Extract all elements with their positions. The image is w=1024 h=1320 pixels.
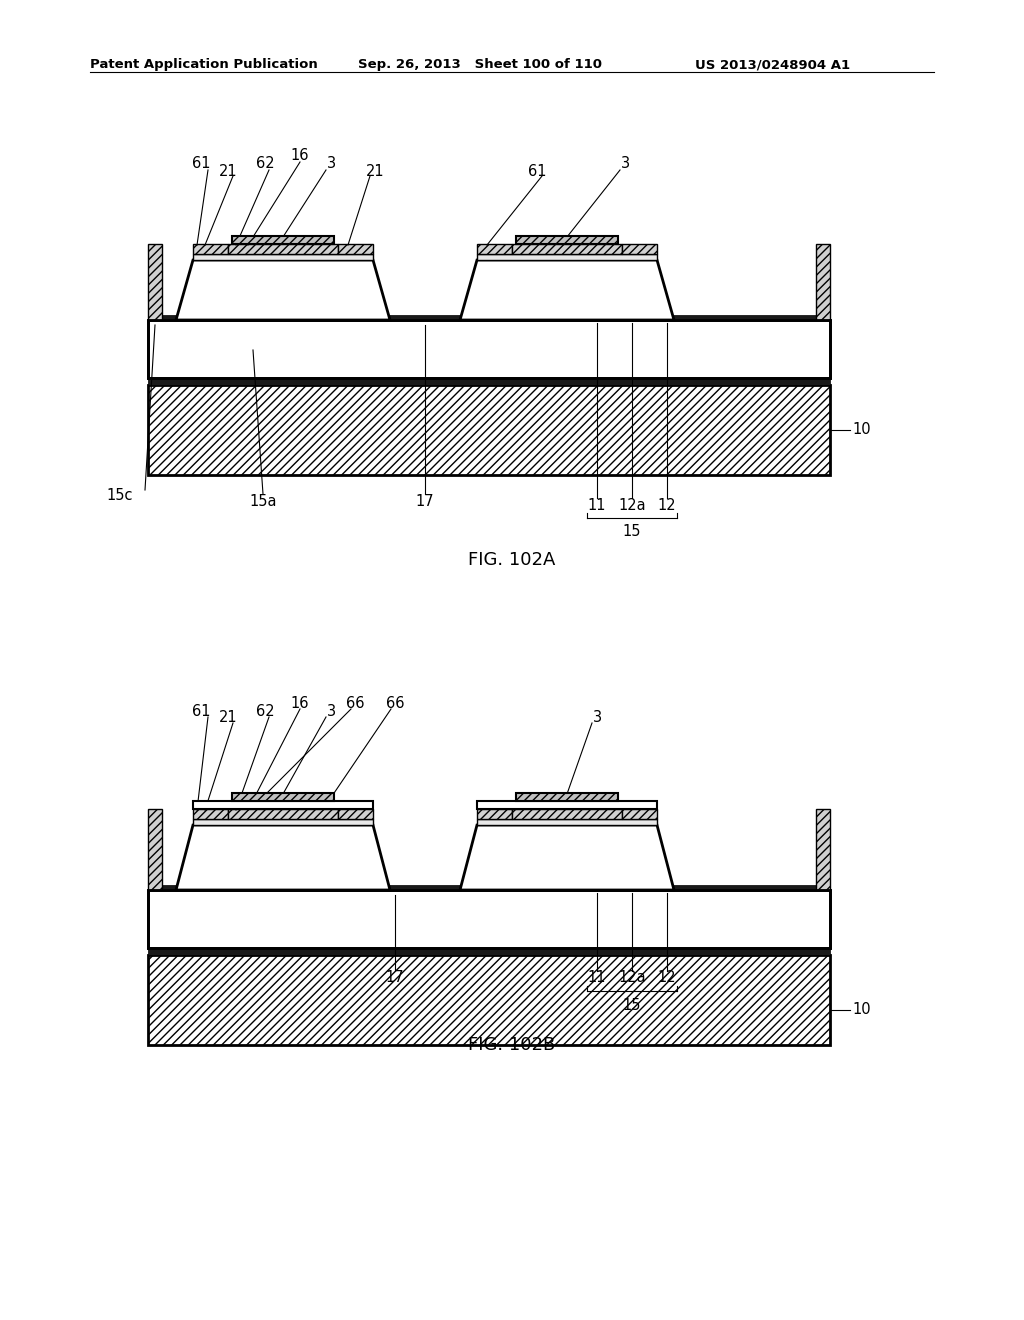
Bar [228, 809, 338, 818]
Bar [816, 809, 830, 890]
Text: 10: 10 [852, 422, 870, 437]
Bar [477, 818, 657, 825]
Text: 21: 21 [219, 710, 238, 726]
Bar [148, 890, 830, 948]
Text: 3: 3 [327, 704, 336, 718]
Text: Patent Application Publication: Patent Application Publication [90, 58, 317, 71]
Bar [232, 793, 334, 801]
Text: 16: 16 [291, 696, 309, 710]
Bar [232, 236, 334, 244]
Polygon shape [460, 260, 674, 319]
Bar [512, 244, 622, 253]
Text: FIG. 102B: FIG. 102B [468, 1036, 556, 1053]
Text: 21: 21 [219, 164, 238, 178]
Polygon shape [460, 825, 674, 890]
Bar [338, 244, 373, 253]
Polygon shape [176, 825, 390, 890]
Bar [148, 319, 830, 378]
Text: 66: 66 [386, 696, 404, 710]
Bar [193, 253, 373, 260]
Bar [148, 319, 830, 378]
Text: 15: 15 [623, 524, 641, 540]
Text: Sep. 26, 2013   Sheet 100 of 110: Sep. 26, 2013 Sheet 100 of 110 [358, 58, 602, 71]
Text: 3: 3 [327, 157, 336, 172]
Text: 11: 11 [588, 970, 606, 986]
Text: 61: 61 [527, 164, 546, 178]
Text: 15a: 15a [249, 495, 276, 510]
Bar [148, 378, 830, 385]
Bar [816, 244, 830, 319]
Bar [148, 948, 830, 954]
Text: 16: 16 [291, 149, 309, 164]
Text: 15c: 15c [106, 487, 133, 503]
Text: 3: 3 [593, 710, 601, 726]
Text: 66: 66 [346, 696, 365, 710]
Bar [622, 244, 657, 253]
Bar [193, 801, 373, 809]
Text: 12a: 12a [618, 498, 646, 512]
Text: 12: 12 [657, 498, 676, 512]
Bar [228, 244, 338, 253]
Bar [148, 890, 830, 948]
Text: 21: 21 [366, 164, 384, 178]
Bar [148, 809, 162, 890]
Bar [148, 385, 830, 475]
Text: 61: 61 [191, 704, 210, 718]
Bar [622, 809, 657, 818]
Bar [148, 954, 830, 1045]
Text: 17: 17 [416, 495, 434, 510]
Bar [477, 253, 657, 260]
Text: 3: 3 [621, 157, 630, 172]
Text: 62: 62 [256, 157, 274, 172]
Text: 10: 10 [852, 1002, 870, 1018]
Bar [193, 244, 228, 253]
Bar [148, 884, 830, 890]
Text: US 2013/0248904 A1: US 2013/0248904 A1 [695, 58, 850, 71]
Bar [338, 809, 373, 818]
Text: 11: 11 [588, 498, 606, 512]
Text: 62: 62 [256, 704, 274, 718]
Text: 17: 17 [386, 970, 404, 986]
Polygon shape [176, 260, 390, 319]
Bar [148, 315, 830, 319]
Bar [477, 244, 512, 253]
Text: 12a: 12a [618, 970, 646, 986]
Bar [477, 801, 657, 809]
Text: 12: 12 [657, 970, 676, 986]
Bar [512, 809, 622, 818]
Bar [193, 818, 373, 825]
Text: FIG. 102A: FIG. 102A [468, 550, 556, 569]
Bar [477, 809, 512, 818]
Bar [516, 236, 618, 244]
Text: 61: 61 [191, 157, 210, 172]
Bar [148, 244, 162, 319]
Text: 15: 15 [623, 998, 641, 1012]
Bar [193, 809, 228, 818]
Bar [516, 793, 618, 801]
